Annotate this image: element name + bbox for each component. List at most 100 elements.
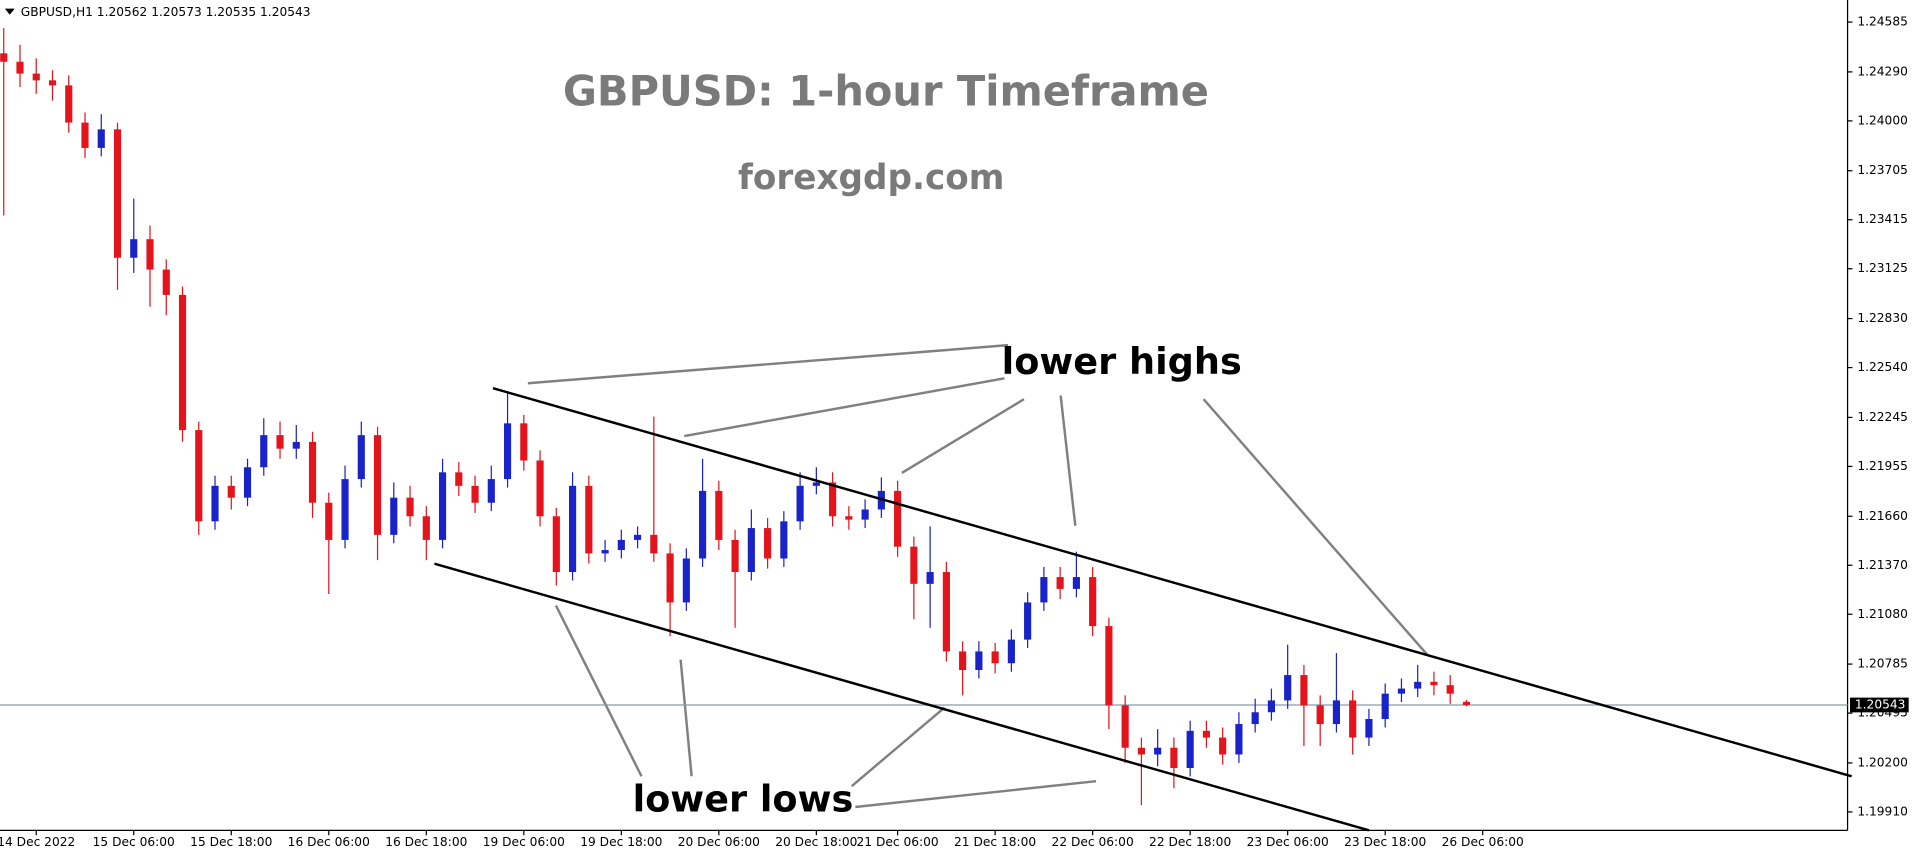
pointer: [554, 605, 643, 777]
pointer: [684, 377, 1005, 438]
candle-body: [715, 490, 723, 540]
candle-body: [942, 572, 950, 652]
pointer: [1059, 395, 1077, 526]
pointer: [855, 779, 1097, 809]
x-tick-label: 23 Dec 06:00: [1247, 835, 1329, 849]
y-tick-label: 1.23415: [1857, 212, 1908, 226]
candle-body: [861, 509, 869, 520]
pointer: [527, 343, 1009, 385]
x-tick-label: 15 Dec 18:00: [190, 835, 272, 849]
candle-body: [568, 485, 577, 573]
candle-body: [666, 553, 674, 603]
y-tick-label: 1.19910: [1857, 804, 1908, 818]
x-tick-label: 16 Dec 18:00: [385, 835, 467, 849]
candle-body: [130, 239, 138, 258]
channel-line: [434, 562, 1370, 832]
candle-body: [1300, 675, 1308, 706]
chart-subtitle: forexgdp.com: [738, 158, 1004, 198]
candle-body: [699, 490, 707, 559]
candle-body: [243, 467, 252, 498]
candle-body: [1430, 681, 1438, 686]
x-tick-label: 21 Dec 06:00: [857, 835, 939, 849]
candle-body: [292, 441, 300, 449]
candle-body: [747, 528, 755, 573]
candle-body: [1332, 700, 1341, 725]
price-label: 1.20543: [1855, 697, 1906, 711]
x-tick-label: 14 Dec 2022: [0, 835, 75, 849]
y-tick-label: 1.22540: [1857, 360, 1908, 374]
candle-body: [682, 558, 690, 603]
candle-body: [276, 435, 284, 449]
candle-body: [1040, 577, 1048, 603]
pointer: [1202, 398, 1429, 656]
candle-body: [926, 572, 934, 584]
candle-body: [178, 294, 187, 431]
candle-body: [1446, 685, 1454, 694]
candle-body: [162, 269, 170, 295]
candle-body: [1219, 737, 1227, 755]
candle-body: [1121, 705, 1129, 748]
y-tick-label: 1.21080: [1857, 607, 1908, 621]
candle-body: [16, 61, 24, 74]
candle-body: [503, 423, 512, 480]
candle-body: [422, 516, 430, 540]
candle-body: [1251, 712, 1259, 725]
x-tick-label: 21 Dec 18:00: [954, 835, 1036, 849]
candle-body: [520, 423, 528, 461]
candle-body: [65, 85, 73, 123]
x-tick-label: 20 Dec 06:00: [678, 835, 760, 849]
candle-body: [211, 485, 219, 522]
y-tick-label: 1.22830: [1857, 311, 1908, 325]
x-tick-label: 16 Dec 06:00: [288, 835, 370, 849]
y-tick-label: 1.22245: [1857, 410, 1908, 424]
candle-body: [1089, 577, 1097, 627]
candle-body: [227, 485, 235, 498]
y-tick-label: 1.24290: [1857, 64, 1908, 78]
candle-body: [601, 550, 609, 554]
candle-body: [1365, 719, 1373, 738]
candle-body: [1349, 700, 1357, 738]
candle-body: [146, 239, 154, 270]
x-tick-label: 19 Dec 06:00: [483, 835, 565, 849]
candle-body: [1105, 626, 1113, 706]
x-tick-label: 15 Dec 06:00: [93, 835, 175, 849]
candle-body: [308, 441, 317, 503]
candle-body: [97, 129, 105, 148]
candle-body: [1202, 730, 1210, 738]
candle-body: [1186, 730, 1194, 769]
candle-body: [617, 539, 625, 551]
channel-line: [492, 387, 1852, 778]
candle-body: [0, 53, 8, 62]
candle-body: [910, 546, 918, 584]
candle-body: [455, 472, 463, 486]
y-tick-label: 1.23125: [1857, 261, 1908, 275]
candle-body: [406, 497, 414, 517]
candle-body: [975, 651, 983, 671]
y-tick-label: 1.24585: [1857, 15, 1908, 29]
y-tick-label: 1.23705: [1857, 163, 1908, 177]
candle-body: [1072, 577, 1080, 589]
candle-body: [1381, 693, 1389, 720]
candle-body: [48, 80, 57, 86]
candle-body: [1137, 747, 1145, 755]
candle-body: [260, 435, 268, 468]
candle-body: [650, 534, 658, 554]
candle-body: [1235, 724, 1243, 755]
pointer: [850, 706, 946, 788]
candle-body: [373, 435, 382, 535]
candle-body: [796, 485, 804, 522]
candle-body: [959, 651, 967, 671]
y-tick-label: 1.20200: [1857, 755, 1908, 769]
annotation: lower lows: [633, 777, 854, 820]
candle-body: [731, 539, 739, 573]
candle-body: [1170, 747, 1178, 769]
candle-body: [1397, 688, 1406, 694]
x-tick-label: 26 Dec 06:00: [1442, 835, 1524, 849]
candle-body: [438, 472, 447, 540]
candle-body: [195, 430, 203, 522]
price-label-box: [1850, 697, 1909, 713]
candle-body: [390, 497, 398, 535]
header: GBPUSD,H1 1.20562 1.20573 1.20535 1.2054…: [21, 5, 311, 19]
candle-body: [487, 479, 495, 503]
